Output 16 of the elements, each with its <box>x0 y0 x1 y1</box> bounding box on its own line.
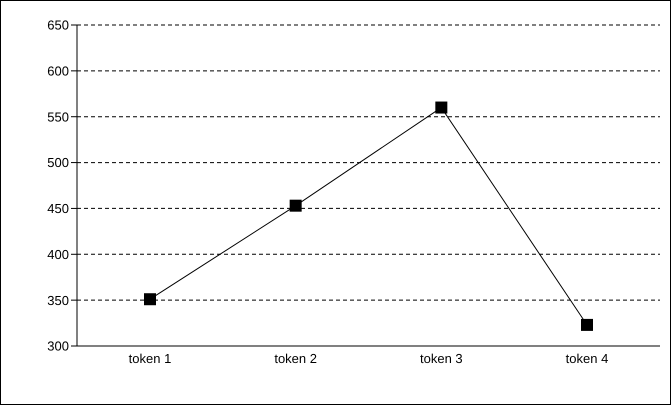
point <box>581 318 593 331</box>
x-tick-label: token 2 <box>274 351 317 366</box>
y-tick-label: 600 <box>47 63 69 78</box>
y-tick-label: 500 <box>47 155 69 170</box>
point <box>144 293 156 306</box>
y-tick-label: 350 <box>47 292 69 308</box>
x-tick-label: token 3 <box>420 351 463 366</box>
y-tick-label: 300 <box>47 338 69 354</box>
point <box>290 200 302 212</box>
x-tick-label: token 4 <box>566 351 608 366</box>
point <box>435 102 448 114</box>
y-tick-label: 550 <box>47 109 69 124</box>
y-tick-label: 400 <box>47 246 69 262</box>
x-tick-label: token 1 <box>128 351 172 366</box>
y-tick-label: 650 <box>47 18 69 33</box>
y-tick-label: 450 <box>47 201 69 216</box>
